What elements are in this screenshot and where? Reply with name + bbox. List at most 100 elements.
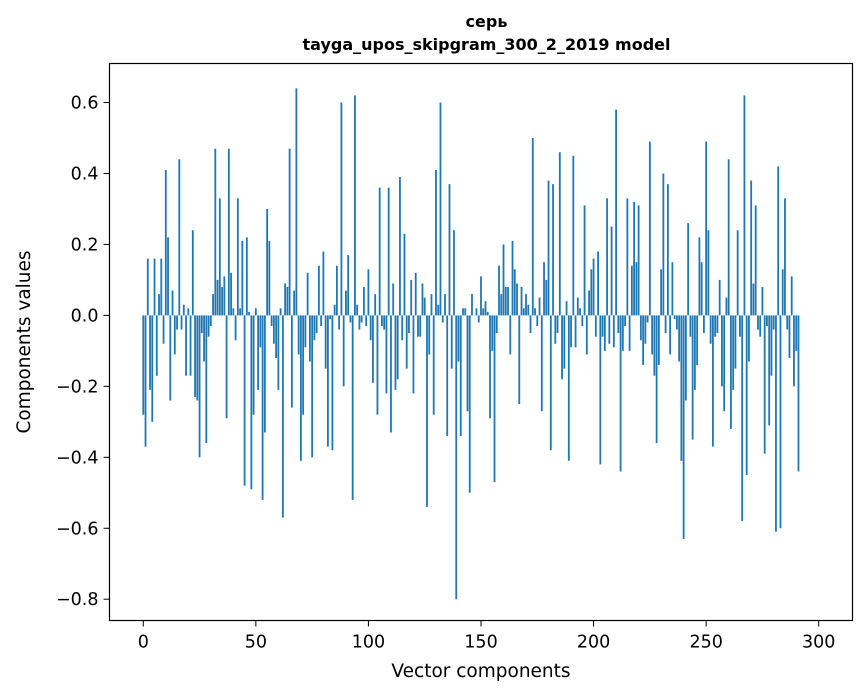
bar-component-85 [333,304,336,316]
bar-component-161 [504,287,507,316]
bar-component-60 [277,315,280,390]
bar-component-216 [628,315,631,351]
bar-component-100 [367,269,370,316]
bar-component-133 [441,315,444,323]
bar-component-244 [691,315,694,440]
x-tick-label: 250 [689,633,722,653]
bar-component-28 [205,315,208,444]
bar-component-41 [234,315,237,341]
bar-component-2 [146,258,149,316]
bar-component-157 [495,315,498,334]
bar-component-142 [462,308,464,316]
bar-component-203 [599,315,602,465]
bar-component-46 [245,237,248,316]
bar-component-227 [653,315,656,376]
bar-component-136 [448,184,451,316]
bar-component-255 [716,315,719,334]
bar-component-194 [579,308,581,316]
y-axis-label: Components values [14,250,35,433]
x-tick-label: 50 [245,633,267,653]
bar-component-168 [520,287,523,316]
bar-component-169 [522,308,525,316]
bar-component-275 [761,287,764,316]
bar-component-230 [660,269,663,316]
bar-component-66 [290,315,293,408]
bar-component-191 [572,155,575,316]
bar-component-276 [763,315,766,454]
bar-component-179 [545,279,548,316]
bar-component-44 [241,240,244,316]
bar-component-119 [410,279,413,316]
bar-component-63 [284,283,287,316]
bar-component-159 [500,294,503,316]
plot-frame [108,62,854,622]
y-tick-label: 0.0 [71,306,99,326]
bar-component-92 [349,315,352,323]
bar-component-84 [331,315,334,451]
bar-component-170 [525,294,527,316]
bar-component-42 [236,198,239,316]
bar-component-193 [576,297,579,316]
bar-component-6 [155,315,158,376]
bar-component-232 [664,315,667,334]
bar-component-175 [536,315,539,327]
bar-component-110 [390,315,392,433]
bar-component-107 [383,315,386,330]
bar-component-185 [558,152,561,316]
bar-component-259 [725,297,728,316]
bar-component-273 [757,315,759,330]
y-axis-ticks: −0.8 −0.6 −0.4 −0.2 0.0 0.2 0.4 0.6 [56,94,110,610]
bar-component-192 [574,315,577,348]
bar-component-90 [345,290,347,316]
bar-component-61 [279,308,282,316]
bar-component-88 [340,102,343,316]
bar-component-272 [754,205,757,316]
bar-component-55 [266,208,269,316]
bar-component-165 [513,269,516,316]
bar-component-89 [342,315,345,387]
bar-component-264 [736,230,739,316]
bar-component-249 [703,315,705,334]
bar-component-286 [786,315,789,330]
bar-component-34 [218,198,221,316]
bar-component-108 [385,315,388,394]
bar-component-206 [606,198,608,316]
bar-component-98 [363,287,365,316]
bar-component-199 [590,269,593,316]
bar-component-202 [597,251,599,316]
bar-component-172 [529,315,532,334]
bar-component-72 [304,315,307,348]
bar-component-32 [214,148,217,316]
bar-component-53 [261,315,264,500]
bar-component-24 [196,315,199,401]
bar-component-277 [766,315,768,327]
bar-component-48 [250,315,253,490]
bar-component-188 [565,301,568,316]
bar-component-70 [299,315,302,461]
bar-component-204 [601,315,604,337]
bar-component-10 [164,169,167,316]
bar-component-212 [619,315,622,472]
bar-component-124 [421,283,424,316]
bar-component-111 [392,283,395,316]
y-tick-label: −0.6 [56,519,99,539]
bar-component-219 [635,262,638,316]
bar-component-141 [459,315,462,437]
bar-component-239 [680,315,683,461]
bar-component-86 [336,265,338,316]
bar-component-1 [144,315,147,447]
bar-component-196 [583,205,586,316]
bar-component-251 [707,230,710,316]
bar-component-114 [399,177,401,316]
bar-component-152 [484,301,487,316]
bar-component-62 [281,315,284,518]
bar-component-254 [714,315,717,337]
bar-component-122 [417,315,419,337]
x-tick-label: 100 [352,633,385,653]
bar-component-125 [423,297,426,316]
bar-component-260 [727,159,730,316]
bar-component-217 [630,265,633,316]
bar-component-211 [617,315,620,334]
bar-component-69 [297,315,300,355]
bar-component-78 [317,265,320,316]
